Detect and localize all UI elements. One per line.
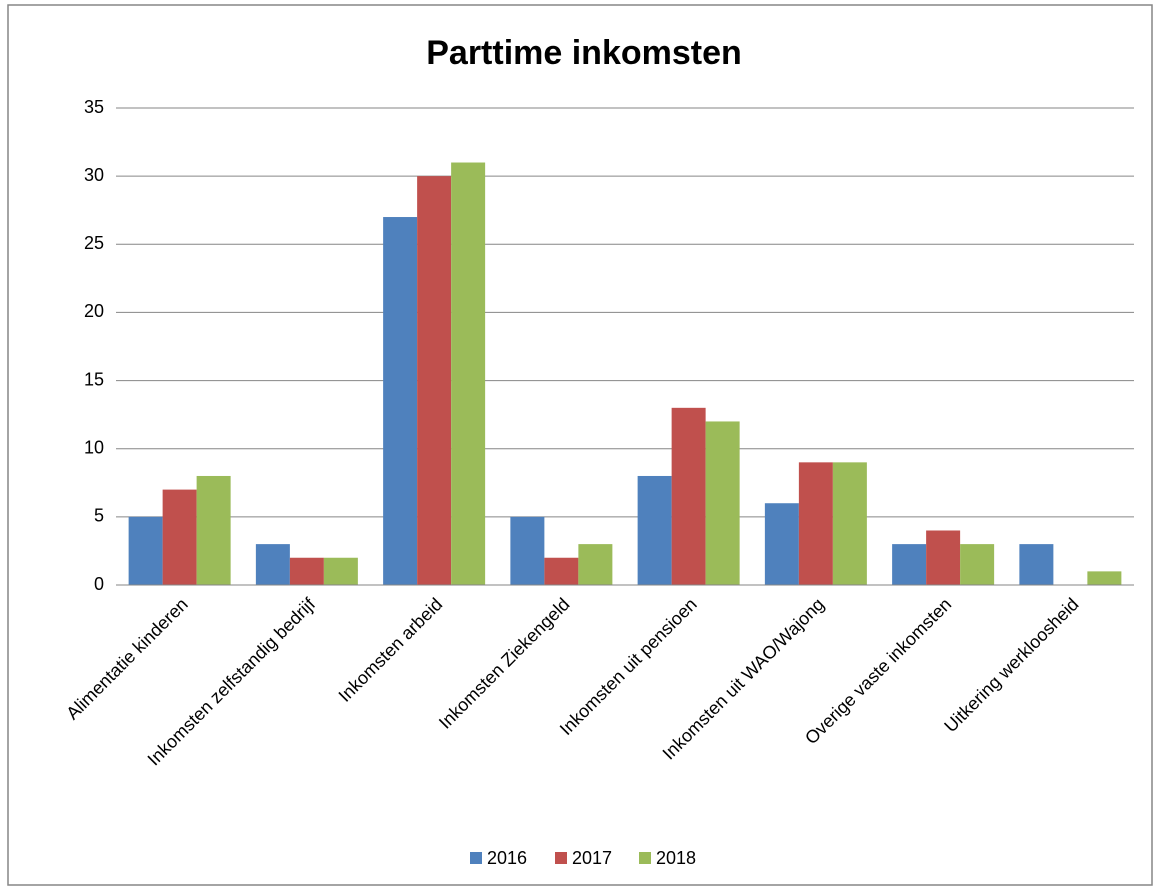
- y-tick-label: 35: [84, 97, 104, 117]
- y-tick-label: 0: [94, 574, 104, 594]
- bar: [892, 544, 927, 585]
- bar: [323, 557, 358, 585]
- bar: [196, 475, 231, 585]
- y-tick-label: 10: [84, 437, 104, 457]
- bar: [798, 462, 833, 585]
- chart-frame: [7, 4, 1153, 886]
- bar: [451, 162, 486, 585]
- legend-label: 2017: [572, 848, 612, 868]
- bar: [926, 530, 961, 585]
- bar: [383, 217, 418, 585]
- bar: [544, 557, 579, 585]
- legend-swatch: [555, 852, 567, 864]
- bar: [1087, 571, 1122, 585]
- bar: [162, 489, 197, 585]
- bar: [832, 462, 867, 585]
- legend-swatch: [470, 852, 482, 864]
- bar: [960, 544, 995, 585]
- y-tick-label: 5: [94, 506, 104, 526]
- bar: [289, 557, 324, 585]
- bar: [255, 544, 290, 585]
- y-tick-label: 25: [84, 233, 104, 253]
- y-tick-label: 15: [84, 369, 104, 389]
- legend-swatch: [639, 852, 651, 864]
- bar: [637, 475, 672, 585]
- bar: [764, 503, 799, 585]
- bar: [705, 421, 740, 585]
- bar: [128, 516, 163, 585]
- bar: [671, 407, 706, 585]
- y-tick-label: 20: [84, 301, 104, 321]
- chart-title: Parttime inkomsten: [426, 34, 742, 72]
- bar: [1019, 544, 1054, 585]
- legend-label: 2016: [487, 848, 527, 868]
- bar: [417, 176, 452, 585]
- bar: [578, 544, 613, 585]
- bar: [510, 516, 545, 585]
- y-tick-label: 30: [84, 165, 104, 185]
- legend-label: 2018: [656, 848, 696, 868]
